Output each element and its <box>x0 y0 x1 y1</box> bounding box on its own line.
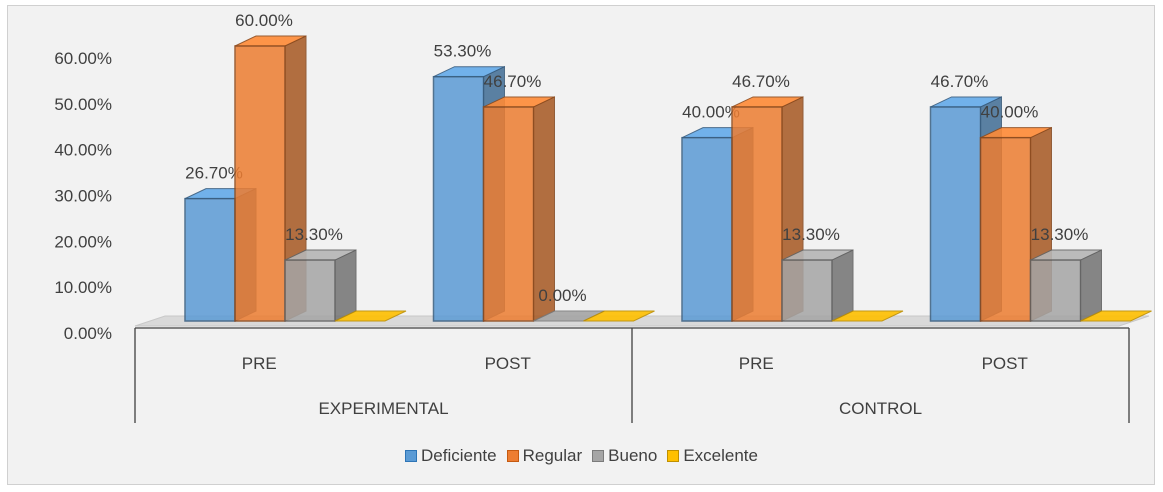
bar-bueno <box>284 259 336 322</box>
legend-item-regular: Regular <box>506 446 583 466</box>
legend-swatch-excelente <box>667 450 680 462</box>
legend-swatch-regular <box>506 450 519 462</box>
data-label-deficiente: 53.30% <box>434 42 492 61</box>
data-label-bueno: 13.30% <box>285 225 343 244</box>
bar-deficiente <box>432 75 485 322</box>
legend-swatch-bueno <box>592 450 605 462</box>
data-label-bueno: 13.30% <box>1031 225 1089 244</box>
y-tick-label: 0.00% <box>64 324 112 343</box>
data-label-regular: 46.70% <box>484 72 542 91</box>
legend-label-deficiente: Deficiente <box>421 446 497 465</box>
legend-item-deficiente: Deficiente <box>405 446 497 466</box>
data-label-regular: 46.70% <box>732 72 790 91</box>
data-label-regular: 60.00% <box>235 11 293 30</box>
x-tick-label: POST <box>982 354 1028 373</box>
bar-deficiente <box>681 136 733 322</box>
x-tick-label: PRE <box>739 354 774 373</box>
y-tick-label: 30.00% <box>54 187 112 206</box>
bar-excelente <box>1080 310 1152 322</box>
bar-bueno <box>781 259 833 322</box>
bar-deficiente <box>184 197 236 322</box>
legend: Deficiente Regular Bueno Excelente <box>0 446 1163 466</box>
bar-regular <box>482 106 535 322</box>
data-label-deficiente: 26.70% <box>185 164 243 183</box>
bar-bueno <box>1029 259 1082 322</box>
bar-regular <box>731 106 783 322</box>
y-tick-label: 40.00% <box>54 141 112 160</box>
bar-deficiente <box>929 106 982 322</box>
x-tick-label: POST <box>485 354 531 373</box>
group-label: EXPERIMENTAL <box>318 399 448 418</box>
data-label-deficiente: 40.00% <box>682 103 740 122</box>
y-tick-label: 60.00% <box>54 49 112 68</box>
data-label-deficiente: 46.70% <box>931 72 989 91</box>
bar-excelente <box>583 310 655 322</box>
legend-swatch-deficiente <box>405 450 417 462</box>
y-tick-label: 50.00% <box>54 95 112 114</box>
legend-item-excelente: Excelente <box>667 446 758 466</box>
legend-label-bueno: Bueno <box>608 446 658 465</box>
y-tick-label: 10.00% <box>54 278 112 297</box>
data-label-bueno: 0.00% <box>538 286 586 305</box>
legend-label-excelente: Excelente <box>683 446 758 465</box>
bar-side-bueno <box>334 249 357 322</box>
x-tick-label: PRE <box>242 354 277 373</box>
bar-side-bueno <box>831 249 854 322</box>
data-label-bueno: 13.30% <box>782 225 840 244</box>
data-label-regular: 40.00% <box>981 103 1039 122</box>
legend-item-bueno: Bueno <box>592 446 657 466</box>
bar-side-bueno <box>1080 249 1102 322</box>
bar-regular <box>234 45 286 322</box>
group-label: CONTROL <box>839 399 922 418</box>
bar-regular <box>979 136 1032 322</box>
bar-excelente <box>831 310 904 322</box>
bar-excelente <box>334 310 407 322</box>
legend-label-regular: Regular <box>522 446 583 465</box>
y-tick-label: 20.00% <box>54 232 112 251</box>
